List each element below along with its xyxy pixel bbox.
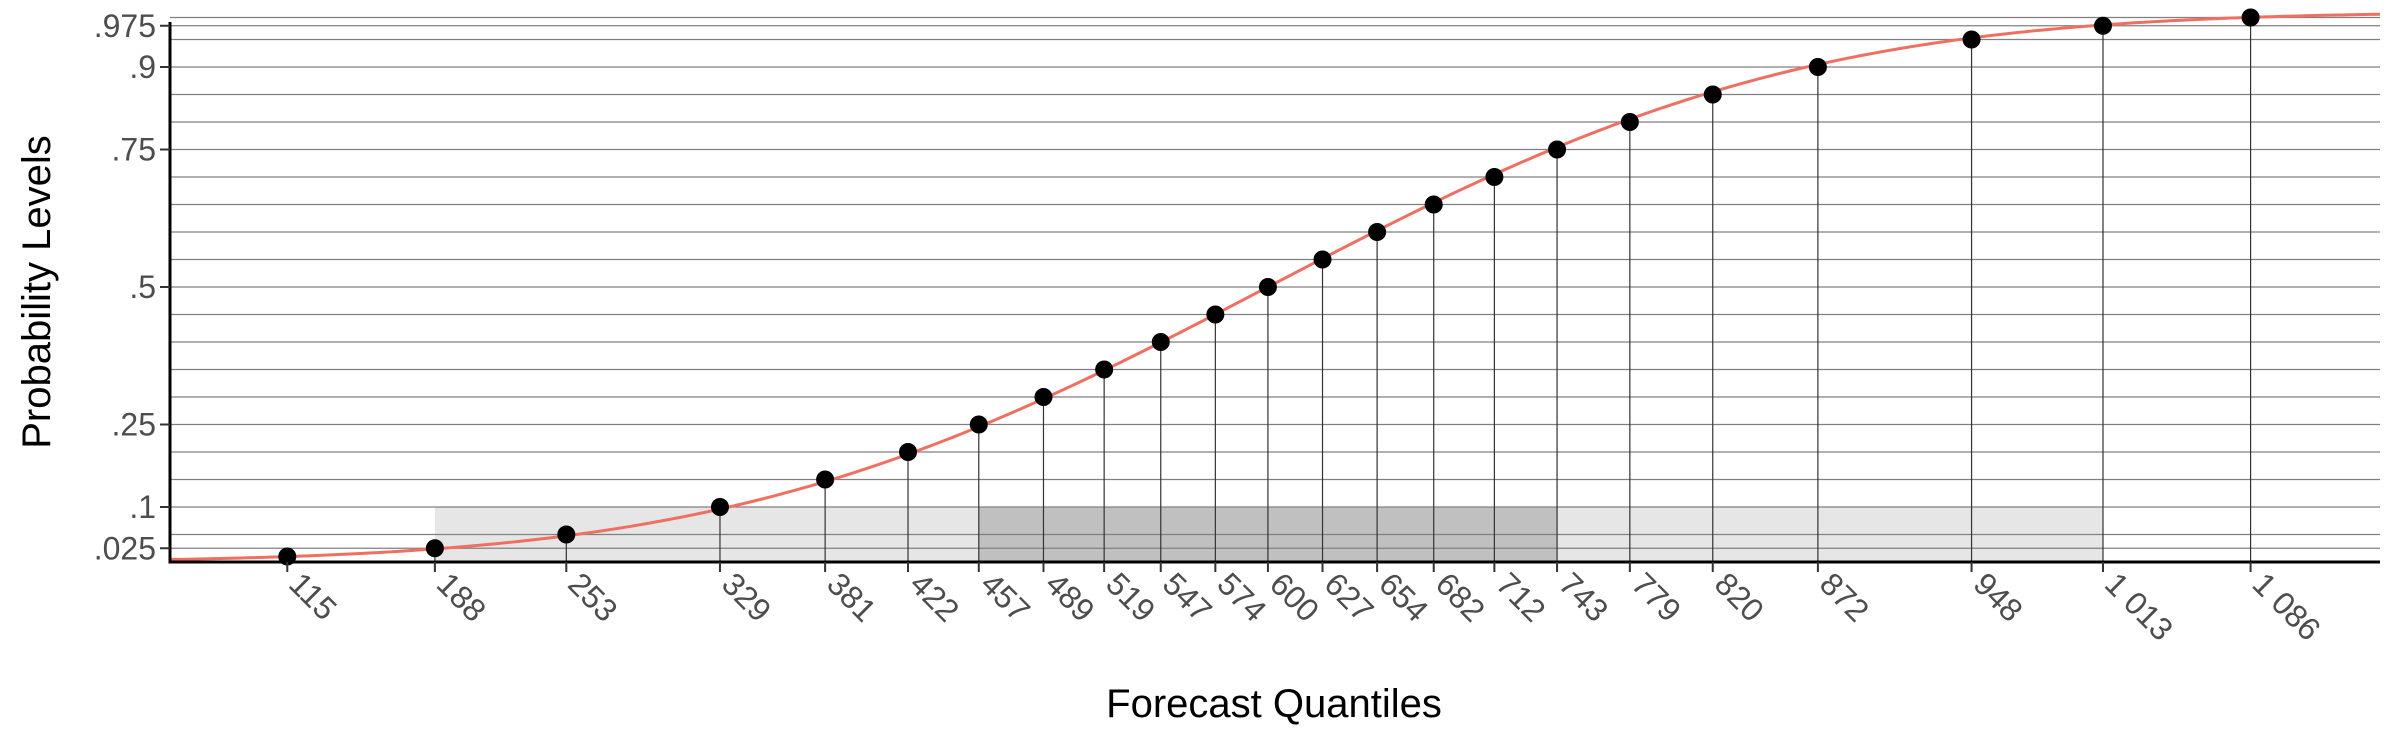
y-tick-label: .9: [129, 49, 156, 85]
x-tick-label: 519: [1099, 565, 1162, 628]
x-tick-label: 574: [1210, 565, 1273, 628]
x-tick-label: 712: [1489, 565, 1552, 628]
quantile-point: [1095, 360, 1114, 379]
x-tick-label: 253: [561, 565, 624, 628]
x-tick-label: 820: [1708, 565, 1771, 628]
x-tick-label: 948: [1967, 565, 2030, 628]
x-tick-label: 600: [1263, 565, 1326, 628]
quantile-point: [1808, 58, 1827, 76]
quantile-point: [2093, 16, 2112, 35]
quantile-point: [1703, 85, 1722, 104]
quantile-point: [1962, 30, 1981, 49]
quantile-point: [1034, 388, 1053, 406]
quantile-point: [1424, 195, 1443, 214]
quantile-drop-lines: [286, 17, 2252, 562]
axes: [168, 22, 2380, 564]
quantile-point: [1258, 278, 1277, 296]
quantile-points: [278, 8, 2260, 566]
horizontal-gridlines: [170, 16, 2380, 549]
x-tick-label: 457: [974, 565, 1037, 628]
quantile-point: [816, 470, 835, 489]
quantile-point: [1368, 223, 1387, 241]
x-tick-label: 489: [1039, 565, 1102, 628]
x-tick-label: 1 086: [2246, 565, 2328, 647]
x-tick-label: 547: [1156, 565, 1219, 628]
quantile-point: [1313, 250, 1332, 269]
x-axis-ticks: 115 188 253 329 381 422 457 4895195475746006276…: [282, 562, 2328, 648]
y-tick-label: .975: [94, 8, 156, 44]
x-tick-label: 682: [1429, 565, 1492, 628]
y-tick-label: .5: [129, 269, 156, 305]
quantile-point: [2241, 8, 2260, 27]
quantile-point: [557, 525, 576, 544]
x-tick-label: 381: [820, 565, 883, 628]
y-axis-ticks: .025 .1 .25 .5 .75 .9 .975: [94, 8, 170, 566]
x-tick-label: 115: [282, 565, 344, 627]
x-tick-label: 1 013: [2098, 565, 2180, 647]
x-tick-label: 872: [1813, 565, 1876, 628]
quantile-point: [710, 498, 729, 516]
x-tick-label: 779: [1625, 565, 1688, 628]
x-tick-label: 188: [430, 565, 493, 628]
x-tick-label: 654: [1372, 565, 1435, 628]
quantile-point: [1548, 140, 1567, 159]
y-tick-label: .1: [129, 489, 156, 525]
x-tick-label: 627: [1318, 565, 1381, 628]
quantile-point: [1485, 168, 1504, 186]
quantile-point: [425, 539, 444, 558]
quantile-point: [1620, 113, 1639, 131]
x-axis-title: Forecast Quantiles: [1106, 682, 1442, 726]
quantile-point: [969, 415, 988, 434]
y-tick-label: .75: [112, 132, 156, 168]
y-tick-label: .25: [112, 407, 156, 443]
quantile-point: [1206, 305, 1225, 324]
y-tick-label: .025: [94, 530, 156, 566]
x-tick-label: 422: [903, 565, 966, 628]
quantile-point: [899, 443, 918, 461]
quantile-point: [1151, 333, 1170, 351]
y-axis-title: Probability Levels: [15, 135, 59, 449]
x-tick-label: 329: [715, 565, 778, 628]
x-tick-label: 743: [1552, 565, 1615, 628]
